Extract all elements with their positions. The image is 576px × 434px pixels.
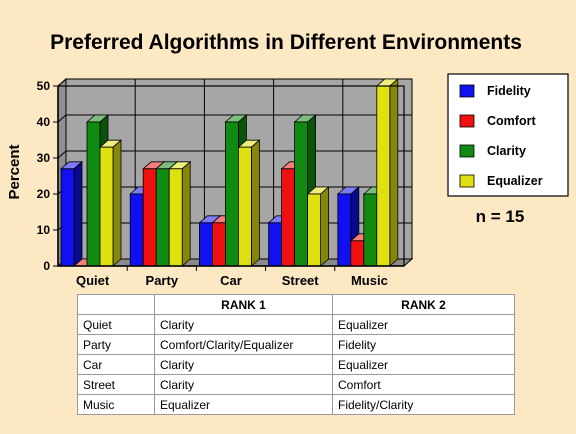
table-cell: Clarity	[154, 354, 333, 375]
bar-front	[168, 168, 183, 267]
bar-front	[294, 121, 309, 267]
bar-front	[86, 121, 101, 267]
bar-front	[281, 168, 296, 267]
bar-front	[237, 146, 252, 267]
bar	[306, 186, 330, 267]
bar-front	[350, 240, 365, 267]
bar-side	[112, 139, 122, 267]
x-tick-label: Party	[146, 273, 179, 288]
y-axis-label: Percent	[6, 144, 23, 199]
table-cell: Equalizer	[154, 394, 333, 415]
table-header-cell: RANK 1	[154, 294, 333, 315]
table-cell: Comfort/Clarity/Equalizer	[154, 334, 333, 355]
table-row: Party Comfort/Clarity/Equalizer Fidelity	[77, 334, 515, 355]
table-cell: Street	[77, 374, 155, 395]
legend-swatch	[459, 114, 475, 128]
legend-swatch	[459, 174, 475, 188]
bar-side	[73, 160, 83, 267]
table-cell: Quiet	[77, 314, 155, 335]
table-row: Street Clarity Comfort	[77, 374, 515, 395]
table-cell: Clarity	[154, 374, 333, 395]
table-cell: Equalizer	[332, 354, 515, 375]
bar	[59, 160, 84, 267]
table-cell: Party	[77, 334, 155, 355]
bar-front	[363, 193, 378, 267]
chart-title: Preferred Algorithms in Different Enviro…	[50, 31, 522, 54]
bar-side	[389, 78, 399, 267]
y-tick-label: 50	[37, 79, 51, 93]
table-cell: Fidelity	[332, 334, 515, 355]
legend-swatch	[459, 84, 475, 98]
bar-front	[307, 193, 322, 267]
bar	[237, 139, 261, 267]
bar-front	[211, 222, 226, 267]
y-tick-label: 0	[43, 259, 50, 273]
table-cell: Comfort	[332, 374, 515, 395]
table-cell: Fidelity/Clarity	[332, 394, 515, 415]
bar-side	[181, 160, 191, 267]
table-cell: Car	[77, 354, 155, 375]
y-tick-label: 10	[37, 223, 51, 237]
bar-chart: Preferred Algorithms in Different Enviro…	[6, 31, 569, 288]
bar-front	[60, 168, 75, 267]
bar-front	[99, 146, 114, 267]
bar-front	[224, 121, 239, 267]
bar	[375, 78, 399, 267]
legend-label: Clarity	[487, 144, 526, 158]
table-row: Music Equalizer Fidelity/Clarity	[77, 394, 515, 415]
plot-area: 0 10 20 30 40 50 Quiet Party Car Street Music	[37, 77, 414, 288]
y-tick-label: 40	[37, 115, 51, 129]
bar-side	[320, 186, 330, 267]
bar-front	[198, 222, 213, 267]
legend-label: Fidelity	[487, 84, 531, 98]
x-tick-label: Quiet	[76, 273, 110, 288]
table-header-cell	[77, 294, 155, 315]
table-cell: Equalizer	[332, 314, 515, 335]
table-row: Car Clarity Equalizer	[77, 354, 515, 375]
bar-front	[337, 193, 352, 267]
gridline	[57, 114, 412, 123]
bar-front	[376, 85, 391, 267]
x-tick-label: Car	[220, 273, 242, 288]
table-header-row: RANK 1 RANK 2	[77, 294, 515, 315]
bar-front	[129, 193, 144, 267]
bar	[98, 139, 123, 267]
rank-table: RANK 1 RANK 2 Quiet Clarity Equalizer Pa…	[77, 294, 515, 415]
table-row: Quiet Clarity Equalizer	[77, 314, 515, 335]
table-header-cell: RANK 2	[332, 294, 515, 315]
bar	[168, 160, 192, 267]
bar-front	[268, 222, 283, 267]
sample-size-annotation: n = 15	[476, 207, 525, 226]
y-tick-label: 30	[37, 151, 51, 165]
legend-label: Comfort	[487, 114, 536, 128]
legend-swatch	[459, 144, 475, 158]
gridline	[57, 78, 412, 87]
bar-front	[142, 168, 157, 267]
x-tick-label: Music	[351, 273, 388, 288]
table-cell: Music	[77, 394, 155, 415]
bar-side	[250, 139, 260, 267]
table-cell: Clarity	[154, 314, 333, 335]
legend-label: Equalizer	[487, 174, 543, 188]
y-tick-label: 20	[37, 187, 51, 201]
bar-front	[155, 168, 170, 267]
x-tick-label: Street	[282, 273, 320, 288]
legend: Fidelity Comfort Clarity Equalizer	[447, 73, 569, 197]
